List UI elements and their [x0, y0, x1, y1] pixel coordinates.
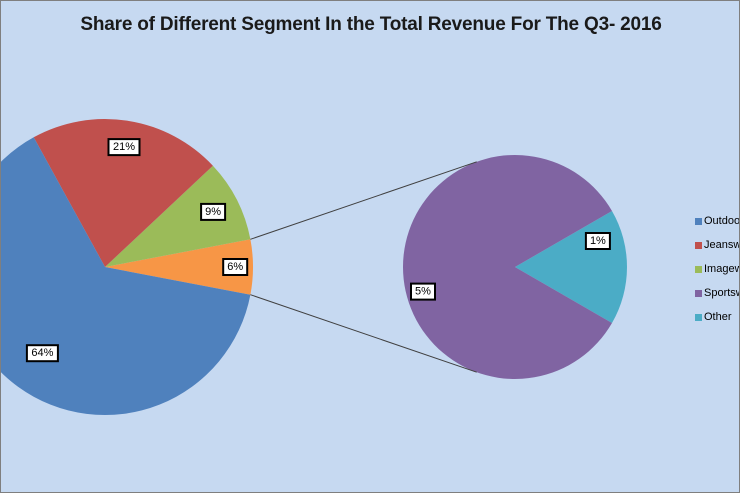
legend-label-other: Other	[704, 311, 732, 323]
data-label-grouped-other: 6%	[222, 258, 249, 276]
slice-jeanswear	[33, 119, 213, 267]
data-label-imagewear-box	[200, 202, 227, 221]
data-label-other-box	[584, 232, 611, 250]
data-label-grouped-other-text: 6%	[227, 261, 243, 273]
legend-swatch-sportswear	[695, 289, 702, 297]
slice-imagewear	[105, 165, 251, 267]
legend-item-jeanswear: Jeanswear	[695, 233, 740, 257]
connector-line-top	[250, 161, 477, 240]
legend-swatch-jeanswear	[695, 241, 702, 249]
data-label-sportswear: 5%	[410, 282, 436, 301]
data-label-outdoor-box	[25, 344, 59, 363]
legend-label-jeanswear: Jeanswear	[704, 239, 740, 251]
data-label-grouped-other-box	[222, 258, 249, 276]
legend-swatch-imagewear	[695, 265, 702, 273]
data-label-outdoor-text: 64%	[31, 347, 53, 359]
connector-line-bottom	[250, 294, 477, 373]
legend-item-sportswear: Sportswear	[695, 281, 739, 305]
data-label-imagewear: 9%	[200, 202, 227, 221]
chart-title: Share of Different Segment In the Total …	[80, 14, 662, 35]
legend-item-imagewear: Imagewear	[695, 257, 739, 281]
slice-grouped-other	[105, 239, 254, 295]
legend-item-other: Other	[695, 305, 739, 329]
legend-label-sportswear: Sportswear	[704, 287, 739, 299]
legend: Outdoor Jeanswear Imagewear Sportswear Other	[695, 209, 740, 329]
data-label-jeanswear-text: 21%	[113, 141, 135, 153]
slice-outdoor	[1, 137, 251, 415]
data-label-other: 1%	[584, 232, 611, 250]
legend-label-imagewear: Imagewear	[704, 263, 739, 275]
legend-swatch-other	[695, 313, 702, 321]
data-label-jeanswear: 21%	[107, 138, 141, 157]
secondary-slice-sportswear	[402, 155, 612, 380]
legend-swatch-outdoor	[695, 217, 702, 225]
legend-item-outdoor: Outdoor	[695, 209, 740, 233]
data-label-sportswear-text: 5%	[415, 286, 431, 298]
data-label-other-text: 1%	[590, 235, 606, 247]
data-label-outdoor: 64%	[25, 344, 59, 363]
data-label-imagewear-text: 9%	[205, 206, 221, 218]
legend-label-outdoor: Outdoor	[704, 215, 740, 227]
data-label-sportswear-box	[410, 282, 436, 301]
data-label-jeanswear-box	[107, 138, 141, 157]
